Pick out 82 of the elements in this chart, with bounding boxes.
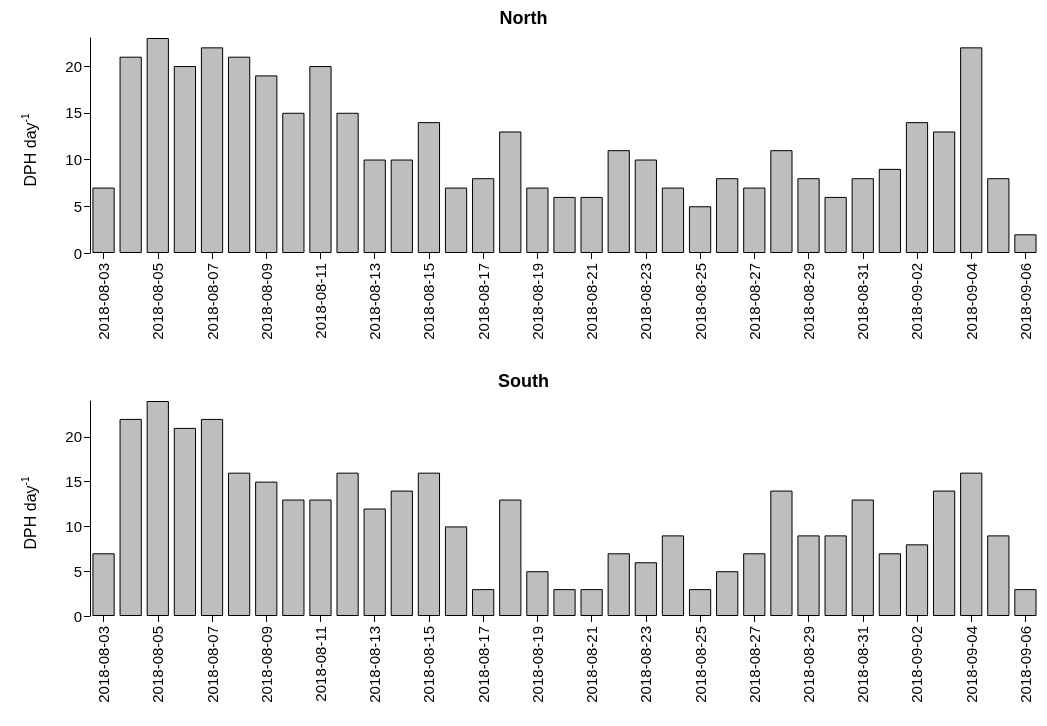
bar: [607, 150, 630, 253]
x-tick-label: 2018-08-09: [257, 263, 275, 340]
x-tick-label: 2018-08-31: [854, 626, 872, 703]
bar: [228, 56, 251, 253]
x-tick-label: 2018-08-11: [311, 263, 329, 339]
bar: [390, 490, 413, 616]
chart-title: North: [499, 8, 548, 28]
x-tick-label: 2018-09-02: [908, 263, 926, 340]
bar: [987, 535, 1010, 616]
x-tick-label: 2018-08-15: [420, 263, 438, 340]
x-tick-label: 2018-08-03: [95, 626, 113, 703]
x-tick-label: 2018-08-23: [637, 626, 655, 703]
x-tick-label: 2018-08-07: [203, 626, 221, 703]
x-tick-label: 2018-08-27: [745, 626, 763, 703]
x-tick-label: 2018-08-23: [637, 263, 655, 340]
x-tick-label: 2018-08-19: [528, 263, 546, 340]
bar: [878, 553, 901, 616]
bar: [607, 553, 630, 616]
x-tick-label: 2018-08-13: [366, 626, 384, 703]
x-tick-label: 2018-08-05: [149, 626, 167, 703]
bar: [173, 427, 197, 616]
bar: [661, 535, 685, 616]
x-tick-label: 2018-08-19: [528, 626, 546, 703]
bar: [119, 56, 142, 253]
x-tick-label: 2018-09-04: [962, 626, 980, 703]
bar: [282, 112, 305, 253]
bar: [932, 490, 956, 616]
bar: [336, 472, 359, 616]
y-tick-label: 15: [65, 104, 82, 122]
x-tick-label: 2018-08-27: [745, 263, 763, 340]
y-tick-label: 15: [65, 473, 82, 491]
bar: [716, 571, 739, 616]
y-tick-label: 20: [65, 428, 82, 446]
x-tick-label: 2018-08-21: [583, 626, 601, 703]
bar: [444, 526, 468, 616]
x-tick-label: 2018-09-02: [908, 626, 926, 703]
bar: [173, 66, 197, 253]
chart-title: South: [498, 371, 549, 391]
x-tick-label: 2018-08-15: [420, 626, 438, 703]
x-tick-label: 2018-09-04: [962, 263, 980, 340]
y-tick-label: 10: [65, 517, 82, 535]
bar: [716, 178, 739, 253]
y-tick-label: 0: [73, 607, 82, 625]
x-tick-label: 2018-08-03: [95, 263, 113, 340]
x-tick-label: 2018-08-25: [691, 263, 709, 340]
x-tick-label: 2018-08-29: [800, 626, 818, 703]
bar: [661, 187, 685, 253]
y-tick-label: 5: [73, 197, 82, 215]
bar: [553, 589, 576, 616]
bar: [228, 472, 251, 616]
bar: [770, 490, 793, 616]
bar: [824, 535, 847, 616]
x-tick-label: 2018-08-31: [854, 263, 872, 340]
bar: [390, 159, 413, 253]
bar: [878, 168, 901, 253]
bar: [282, 499, 305, 616]
x-tick-label: 2018-08-17: [474, 263, 492, 340]
x-tick-label: 2018-09-06: [1016, 626, 1034, 703]
bar: [499, 499, 522, 616]
x-tick-label: 2018-09-06: [1016, 263, 1034, 340]
bar: [553, 196, 576, 253]
x-tick-label: 2018-08-11: [311, 626, 329, 702]
x-tick-label: 2018-08-17: [474, 626, 492, 703]
x-tick-label: 2018-08-07: [203, 263, 221, 340]
y-tick-label: 5: [73, 562, 82, 580]
x-tick-label: 2018-08-13: [366, 263, 384, 340]
y-tick-label: 0: [73, 244, 82, 262]
bar: [499, 131, 522, 253]
bar: [987, 178, 1010, 253]
bar: [336, 112, 359, 253]
x-tick-label: 2018-08-21: [583, 263, 601, 340]
x-tick-label: 2018-08-29: [800, 263, 818, 340]
bar: [119, 418, 142, 616]
bar: [932, 131, 956, 253]
bar: [444, 187, 468, 253]
bar: [824, 196, 847, 253]
x-tick-label: 2018-08-05: [149, 263, 167, 340]
x-tick-label: 2018-08-25: [691, 626, 709, 703]
y-tick-label: 20: [65, 57, 82, 75]
y-tick-label: 10: [65, 151, 82, 169]
x-tick-label: 2018-08-09: [257, 626, 275, 703]
bar: [770, 150, 793, 253]
